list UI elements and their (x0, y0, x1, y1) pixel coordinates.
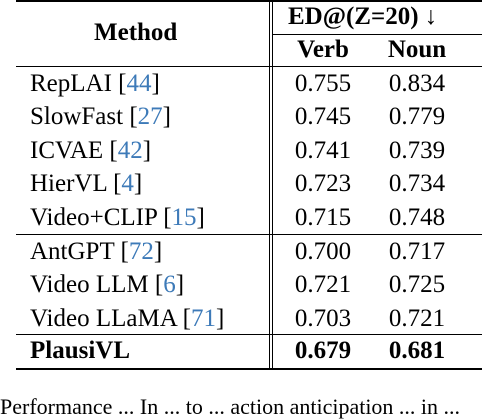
top-rule (16, 0, 482, 2)
method-name: Video+CLIP [15] (30, 203, 205, 233)
cite-bracket: ] (175, 271, 185, 299)
noun-value: 0.779 (388, 103, 446, 131)
method-header: Method (94, 19, 178, 46)
citation-link[interactable]: 72 (128, 238, 154, 265)
verb-value: 0.703 (294, 304, 352, 332)
method-label: AntGPT (30, 238, 115, 265)
header-rule (16, 66, 482, 67)
final-separator (16, 334, 482, 335)
verb-value: 0.745 (294, 103, 352, 131)
cite-bracket: ] (151, 70, 160, 97)
citation-link[interactable]: 15 (171, 203, 197, 231)
verb-value: 0.755 (294, 70, 352, 97)
bottom-rule (16, 368, 482, 370)
citation-link[interactable]: 6 (163, 271, 176, 299)
noun-value: 0.748 (388, 203, 446, 231)
verb-value-final: 0.679 (294, 337, 352, 364)
cite-bracket: [ (111, 70, 127, 97)
group-rule (273, 34, 482, 35)
verb-value: 0.741 (294, 136, 352, 164)
method-name: ICVAE [42] (30, 136, 151, 166)
cite-bracket: ] (142, 136, 152, 164)
noun-value: 0.834 (388, 70, 446, 97)
method-name: Video LLaMA [71] (30, 304, 224, 334)
citation-link[interactable]: 4 (121, 170, 134, 198)
citation-link[interactable]: 44 (126, 70, 152, 97)
cite-bracket: ] (162, 103, 171, 131)
noun-value: 0.725 (388, 271, 446, 299)
method-label: HierVL (30, 170, 107, 198)
column-divider-2 (272, 0, 273, 370)
citation-link[interactable]: 42 (117, 136, 143, 164)
noun-value: 0.717 (388, 238, 446, 265)
noun-value: 0.721 (388, 304, 446, 332)
noun-value: 0.739 (388, 136, 446, 164)
cite-bracket: [ (156, 203, 172, 231)
method-name: Video LLM [6] (30, 270, 184, 300)
cite-bracket: ] (133, 170, 143, 198)
metric-group-header: ED@(Z=20) ↓ (288, 3, 438, 30)
method-label: Video LLM (30, 271, 149, 299)
cite-bracket: ] (153, 238, 163, 265)
method-label: RepLAI (30, 70, 112, 97)
noun-value-final: 0.681 (388, 337, 446, 364)
verb-value: 0.700 (294, 238, 352, 265)
method-name: RepLAI [44] (30, 69, 160, 99)
method-name: SlowFast [27] (30, 102, 171, 132)
verb-value: 0.715 (294, 203, 352, 231)
method-name-final: PlausiVL (30, 337, 131, 364)
cite-bracket: [ (148, 271, 164, 299)
cite-bracket: [ (114, 238, 129, 265)
results-table: Method ED@(Z=20) ↓ Verb Noun RepLAI [44]… (16, 0, 482, 370)
method-label: ICVAE (30, 136, 104, 164)
noun-value: 0.734 (388, 170, 446, 198)
citation-link[interactable]: 71 (190, 304, 216, 332)
method-name: HierVL [4] (30, 169, 142, 199)
cite-bracket: [ (106, 170, 122, 198)
cite-bracket: ] (215, 304, 225, 332)
column-divider (269, 0, 270, 370)
method-name: AntGPT [72] (30, 237, 162, 267)
citation-link[interactable]: 27 (137, 103, 163, 131)
verb-header: Verb (297, 36, 349, 63)
noun-header: Noun (387, 36, 447, 63)
cite-bracket: [ (123, 103, 138, 131)
verb-value: 0.723 (294, 170, 352, 198)
cite-bracket: [ (103, 136, 118, 164)
method-label: SlowFast (30, 103, 124, 131)
cite-bracket: ] (196, 203, 205, 231)
group-separator (16, 234, 482, 235)
caption: Performance ... In ... to ... action ant… (0, 394, 461, 419)
verb-value: 0.721 (294, 271, 352, 299)
cite-bracket: [ (176, 304, 191, 332)
method-label: Video+CLIP (30, 203, 157, 231)
method-label: Video LLaMA (30, 304, 177, 332)
